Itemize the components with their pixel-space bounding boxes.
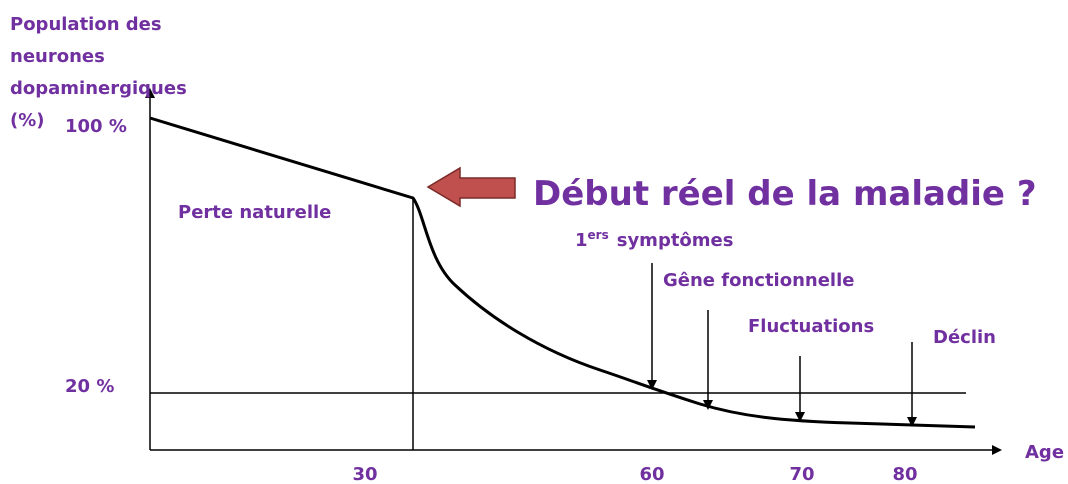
label: symptômes (617, 230, 734, 251)
x-tick: 60 (639, 464, 664, 484)
number: 1 (575, 230, 588, 251)
onset-title: Début réel de la maladie ? (533, 174, 1037, 214)
onset-arrow (426, 166, 516, 208)
functional-impairment: Gêne fonctionnelle (663, 270, 854, 291)
y-label: neurones (10, 46, 105, 67)
stage-arrows (647, 263, 917, 427)
neuron-curve (149, 116, 976, 429)
x-tick: 70 (789, 464, 814, 484)
x-tick: 80 (892, 464, 917, 484)
x-tick: 30 (352, 464, 377, 484)
y-label: (%) (10, 110, 45, 131)
fluctuations: Fluctuations (748, 316, 874, 337)
x-label: Age (1025, 442, 1064, 463)
first-symptoms: 1ers symptômes (575, 228, 733, 251)
y-label: dopaminergiques (10, 78, 187, 99)
decline: Déclin (933, 327, 996, 348)
y-label: Population des (10, 14, 162, 35)
superscript: ers (588, 228, 609, 242)
y-tick: 20 % (65, 376, 114, 397)
natural-loss: Perte naturelle (178, 202, 331, 223)
y-tick: 100 % (65, 116, 127, 137)
